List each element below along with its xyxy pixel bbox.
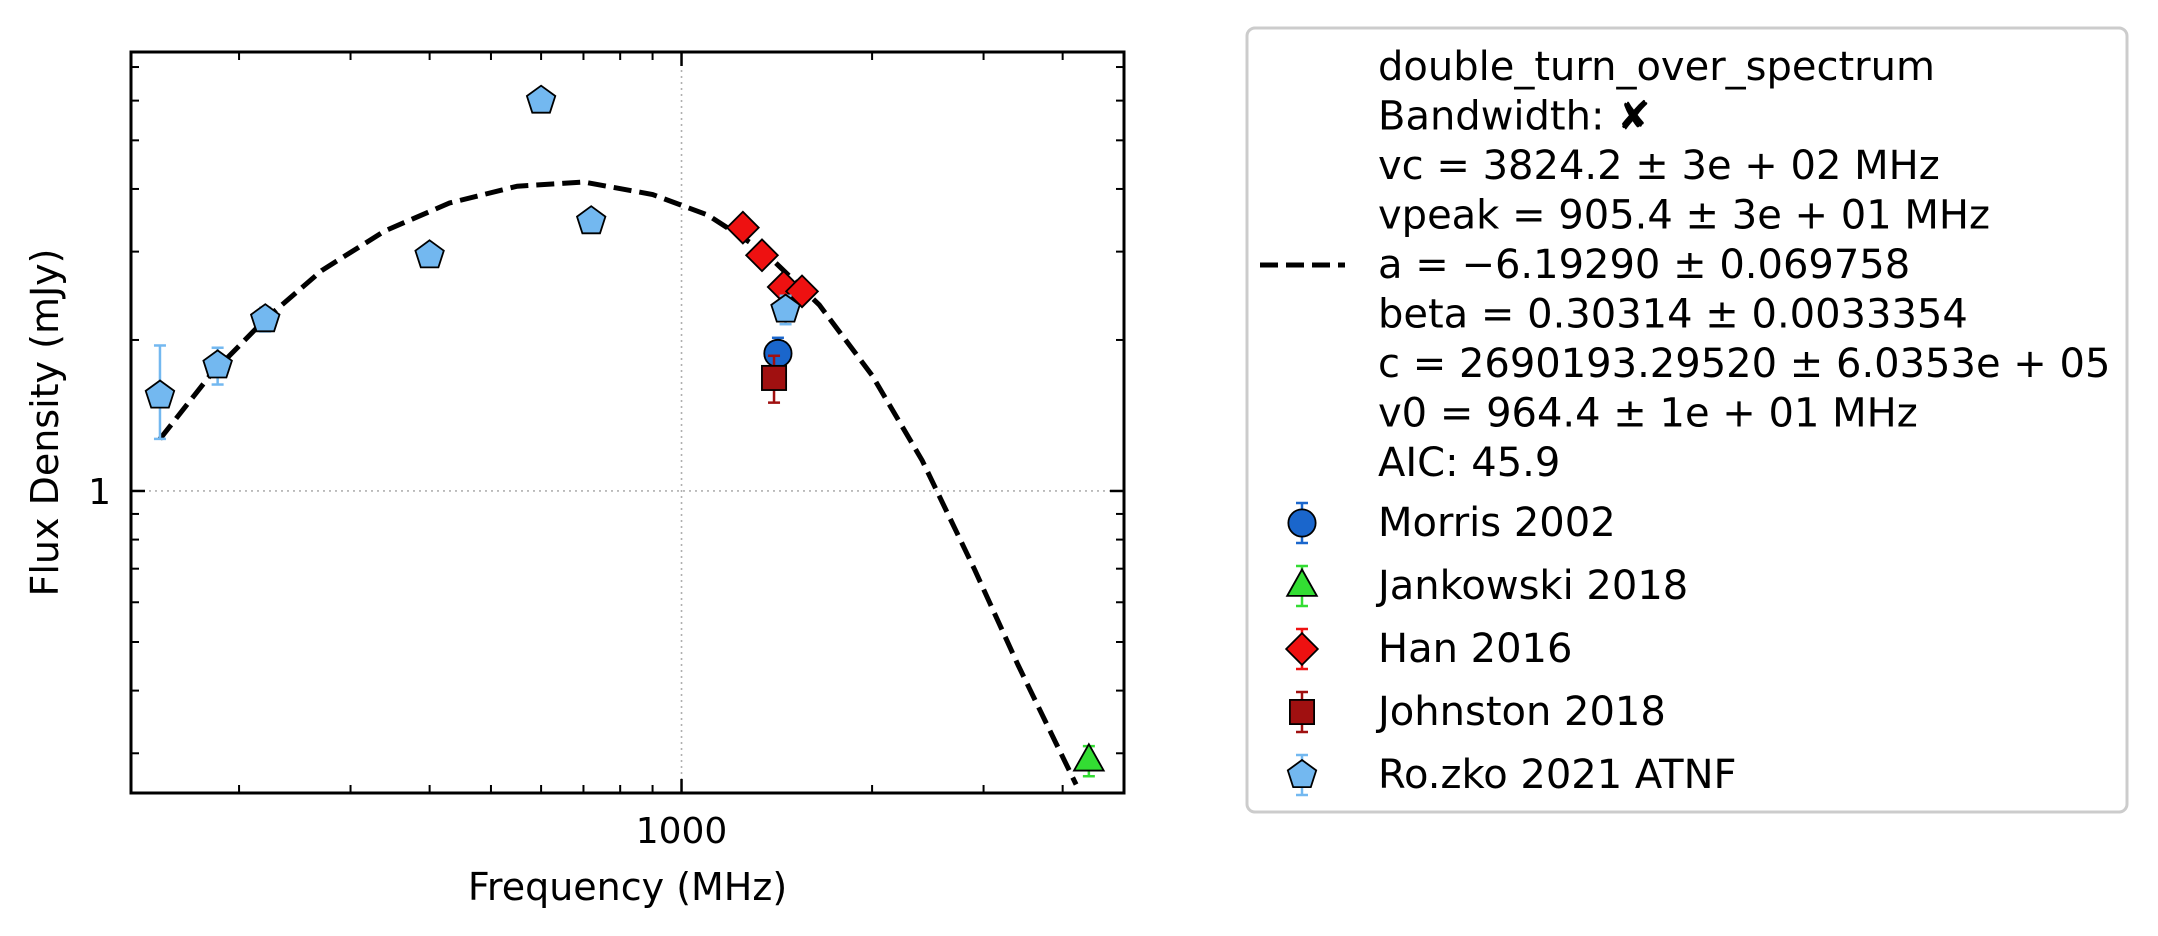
data-point-diamond (784, 274, 820, 309)
legend-series-label: Ro.zko 2021 ATNF (1378, 752, 1737, 798)
legend-marker-circle (1287, 508, 1317, 538)
grid-layer (131, 52, 1124, 793)
data-point-pentagon (249, 303, 281, 333)
legend-series-label: Johnston 2018 (1375, 689, 1666, 735)
data-point-pentagon (575, 205, 607, 235)
data-point-diamond (744, 238, 780, 273)
legend-fit-line: c = 2690193.29520 ± 6.0353e + 05 (1378, 341, 2110, 387)
data-point-circle (763, 338, 793, 368)
fit-curve-layer (158, 179, 1079, 786)
data-point-pentagon (414, 239, 445, 269)
x-axis-label: Frequency (MHz) (468, 865, 787, 909)
legend-fit-line: vpeak = 905.4 ± 3e + 01 MHz (1378, 193, 1990, 239)
data-point-pentagon (144, 379, 176, 409)
legend-series-label: Jankowski 2018 (1375, 563, 1688, 609)
y-axis-label: Flux Density (mJy) (23, 249, 67, 597)
data-point-pentagon (525, 84, 557, 114)
fit-curve (158, 179, 1079, 786)
legend-marker-diamond (1284, 631, 1320, 667)
legend-fit-line: Bandwidth: ✘ (1378, 94, 1651, 140)
data-point-square (761, 364, 788, 391)
legend-fit-line: double_turn_over_spectrum (1378, 44, 1935, 90)
data-point-diamond (725, 210, 760, 245)
legend-fit-line: a = −6.19290 ± 0.069758 (1378, 242, 1910, 288)
legend-series-label: Morris 2002 (1378, 500, 1616, 546)
data-point-triangle (1072, 742, 1106, 772)
legend-marker-pentagon (1286, 758, 1318, 788)
data-point-pentagon (202, 349, 233, 379)
data-points-layer (144, 84, 1106, 778)
legend-series-label: Han 2016 (1378, 626, 1572, 672)
legend-fit-line: v0 = 964.4 ± 1e + 01 MHz (1378, 391, 1918, 437)
legend-box (1245, 26, 2129, 814)
legend-series-entries: Morris 2002 Jankowski 2018 Han 2016 Johnsto… (1284, 500, 1737, 798)
legend-marker-triangle (1285, 567, 1319, 597)
legend-fit-line: vc = 3824.2 ± 3e + 02 MHz (1378, 143, 1940, 189)
data-point-pentagon (770, 293, 801, 323)
legend-marker-square (1289, 699, 1316, 726)
ticks-layer: 1000 1 (88, 52, 1125, 852)
legend-fit-line: AIC: 45.9 (1378, 440, 1560, 486)
x-tick-label: 1000 (636, 811, 728, 852)
plot-frame (129, 50, 1126, 795)
y-tick-label: 1 (88, 472, 111, 513)
legend-fit-line: beta = 0.30314 ± 0.0033354 (1378, 292, 1968, 338)
